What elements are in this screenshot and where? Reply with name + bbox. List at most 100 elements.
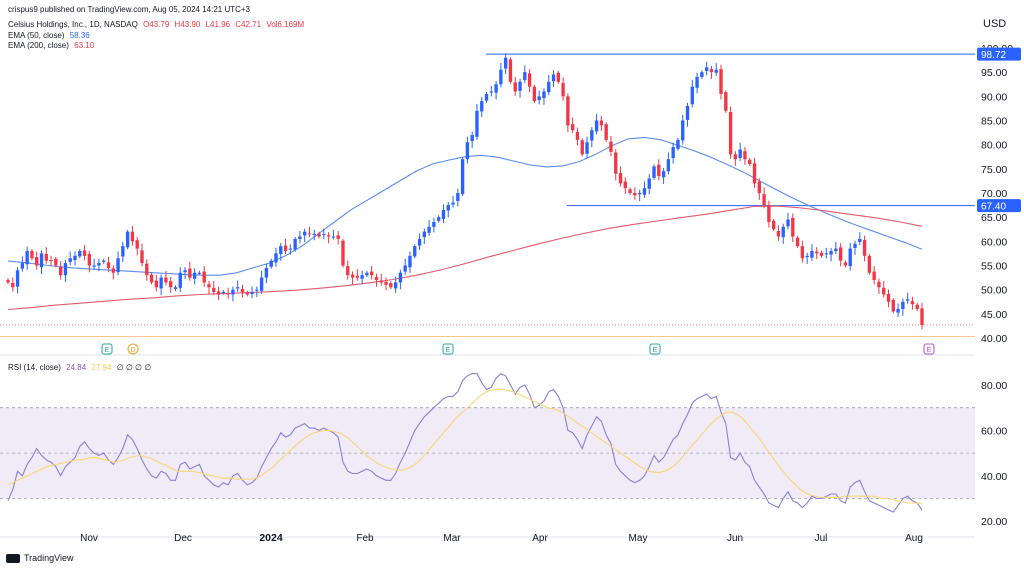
candle-body (451, 202, 455, 205)
price-tick-label: 55.00 (981, 261, 1007, 273)
ema200-line: EMA (200, close) 63.10 (8, 41, 97, 51)
ema50-value: 58.36 (69, 31, 90, 40)
candle-body (264, 267, 269, 278)
candle-body (810, 251, 814, 258)
candle-body (216, 291, 221, 295)
candle-body (657, 164, 661, 177)
high-value: H43.90 (174, 20, 201, 29)
candle-body (795, 237, 800, 247)
candle-body (767, 205, 771, 222)
publisher-line: crispus9 published on TradingView.com, A… (8, 5, 253, 15)
candle-body (475, 110, 479, 137)
candle-body (192, 272, 197, 279)
price-tick-label: 60.00 (981, 236, 1007, 248)
price-tag-bg (977, 47, 1021, 61)
candle-body (446, 205, 450, 211)
ema200-value: 63.10 (74, 41, 95, 50)
candle-body (279, 246, 283, 254)
earnings-marker (101, 343, 113, 355)
candle-body (872, 271, 876, 280)
candle-body (92, 265, 96, 267)
candle-body (618, 173, 623, 184)
candle-body (819, 252, 824, 256)
ema200-line (7, 205, 923, 311)
ema-lines (7, 136, 923, 311)
price-tick-label: 95.00 (981, 67, 1007, 79)
candle-body (891, 300, 895, 312)
candle-body (269, 260, 273, 267)
tradingview-logo-icon (6, 553, 20, 563)
candle-body (700, 72, 704, 77)
candle-body (164, 277, 168, 283)
price-tag-label: 98.72 (981, 50, 1006, 61)
candle-body (695, 77, 699, 88)
candle-body (145, 263, 149, 276)
candle-body (838, 247, 843, 261)
candle-body (647, 178, 651, 189)
candle-body (824, 253, 828, 255)
candle-body (169, 281, 173, 288)
candle-body (25, 251, 29, 265)
candle-body (920, 308, 924, 325)
candle-body (183, 270, 187, 273)
candle-body (197, 272, 202, 274)
candle-body (202, 271, 206, 283)
candle-body (346, 266, 350, 276)
candle-body (709, 69, 714, 73)
dividend-marker (127, 343, 139, 355)
time-tick-label: May (629, 533, 648, 544)
rsi-value: 24.84 (66, 363, 87, 372)
price-axis: 100.0095.0090.0085.0080.0075.0070.0065.0… (977, 43, 1021, 528)
candle-body (63, 263, 68, 276)
candle-body (379, 280, 383, 283)
ema50-line (7, 136, 923, 276)
candle-body (609, 141, 613, 152)
candle-body (585, 142, 589, 154)
candle-body (599, 120, 604, 126)
candle-body (532, 86, 537, 102)
candle-body (594, 120, 599, 132)
candle-body (15, 270, 20, 287)
candle-body (489, 91, 493, 93)
candle-body (547, 81, 551, 93)
candle-body (494, 84, 498, 93)
event-marker-label: E (927, 347, 932, 354)
candle-body (867, 255, 872, 273)
candle-body (427, 226, 431, 233)
candle-body (757, 181, 761, 193)
candle-body (111, 268, 115, 273)
candle-body (441, 209, 446, 219)
candle-body (542, 91, 546, 99)
rsi-extra: ∅ ∅ ∅ ∅ (116, 363, 152, 372)
candle-body (733, 154, 738, 160)
candle-body (762, 194, 766, 206)
earnings-marker (442, 343, 454, 355)
candle-body (886, 293, 891, 302)
candle-body (800, 246, 805, 259)
candle-body (685, 106, 690, 120)
price-tag-bg (977, 199, 1021, 213)
candle-body (460, 159, 465, 195)
low-value: L41.96 (205, 20, 231, 29)
candle-body (901, 301, 905, 309)
candles (6, 53, 924, 330)
candle-body (805, 255, 809, 258)
candle-body (236, 287, 240, 289)
candle-body (877, 281, 881, 288)
candle-body (159, 277, 163, 289)
candle-body (724, 92, 728, 111)
candle-body (317, 233, 321, 237)
candle-body (752, 163, 757, 184)
candle-body (341, 240, 345, 266)
candle-body (384, 281, 388, 285)
candle-body (97, 263, 101, 266)
candle-body (178, 272, 182, 288)
candle-body (853, 243, 857, 249)
candle-body (259, 277, 264, 291)
candle-body (125, 231, 130, 248)
price-tag-label: 67.40 (981, 202, 1006, 213)
candle-body (58, 266, 63, 276)
rsi-tick-label: 40.00 (981, 471, 1007, 483)
